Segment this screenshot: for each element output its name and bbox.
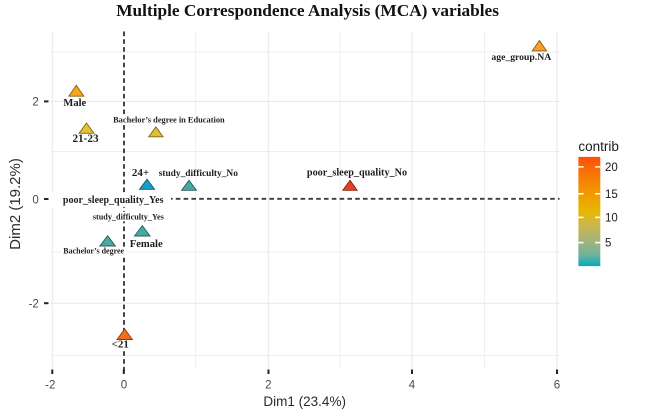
svg-text:study_difficulty_Yes: study_difficulty_Yes — [93, 213, 164, 222]
svg-text:-2: -2 — [29, 298, 39, 310]
svg-text:2: 2 — [265, 379, 271, 391]
svg-text:21-23: 21-23 — [72, 133, 99, 145]
svg-text:<21: <21 — [112, 339, 129, 351]
svg-text:-2: -2 — [45, 379, 55, 391]
svg-text:study_difficulty_No: study_difficulty_No — [159, 169, 238, 179]
svg-text:Multiple Correspondence Analys: Multiple Correspondence Analysis (MCA) v… — [116, 1, 499, 20]
svg-text:contrib: contrib — [578, 139, 619, 154]
svg-text:4: 4 — [409, 379, 416, 391]
svg-text:Female: Female — [130, 239, 163, 250]
svg-text:10: 10 — [605, 212, 618, 224]
svg-text:5: 5 — [605, 238, 611, 250]
svg-text:15: 15 — [605, 189, 618, 201]
svg-text:Bachelor’s degree: Bachelor’s degree — [63, 246, 124, 255]
svg-text:Bachelor’s degree in Education: Bachelor’s degree in Education — [113, 116, 225, 125]
svg-text:Dim1 (23.4%): Dim1 (23.4%) — [263, 394, 346, 409]
svg-text:0: 0 — [32, 194, 38, 206]
svg-text:0: 0 — [121, 379, 127, 391]
svg-text:2: 2 — [32, 96, 38, 108]
svg-text:20: 20 — [605, 162, 618, 174]
svg-text:Male: Male — [63, 98, 86, 109]
svg-text:poor_sleep_quality_No: poor_sleep_quality_No — [307, 168, 407, 179]
svg-text:24+: 24+ — [132, 167, 149, 179]
svg-text:age_group.NA: age_group.NA — [491, 52, 551, 63]
svg-text:Dim2 (19.2%): Dim2 (19.2%) — [7, 158, 24, 250]
svg-text:6: 6 — [554, 379, 560, 391]
svg-text:poor_sleep_quality_Yes: poor_sleep_quality_Yes — [63, 195, 164, 206]
